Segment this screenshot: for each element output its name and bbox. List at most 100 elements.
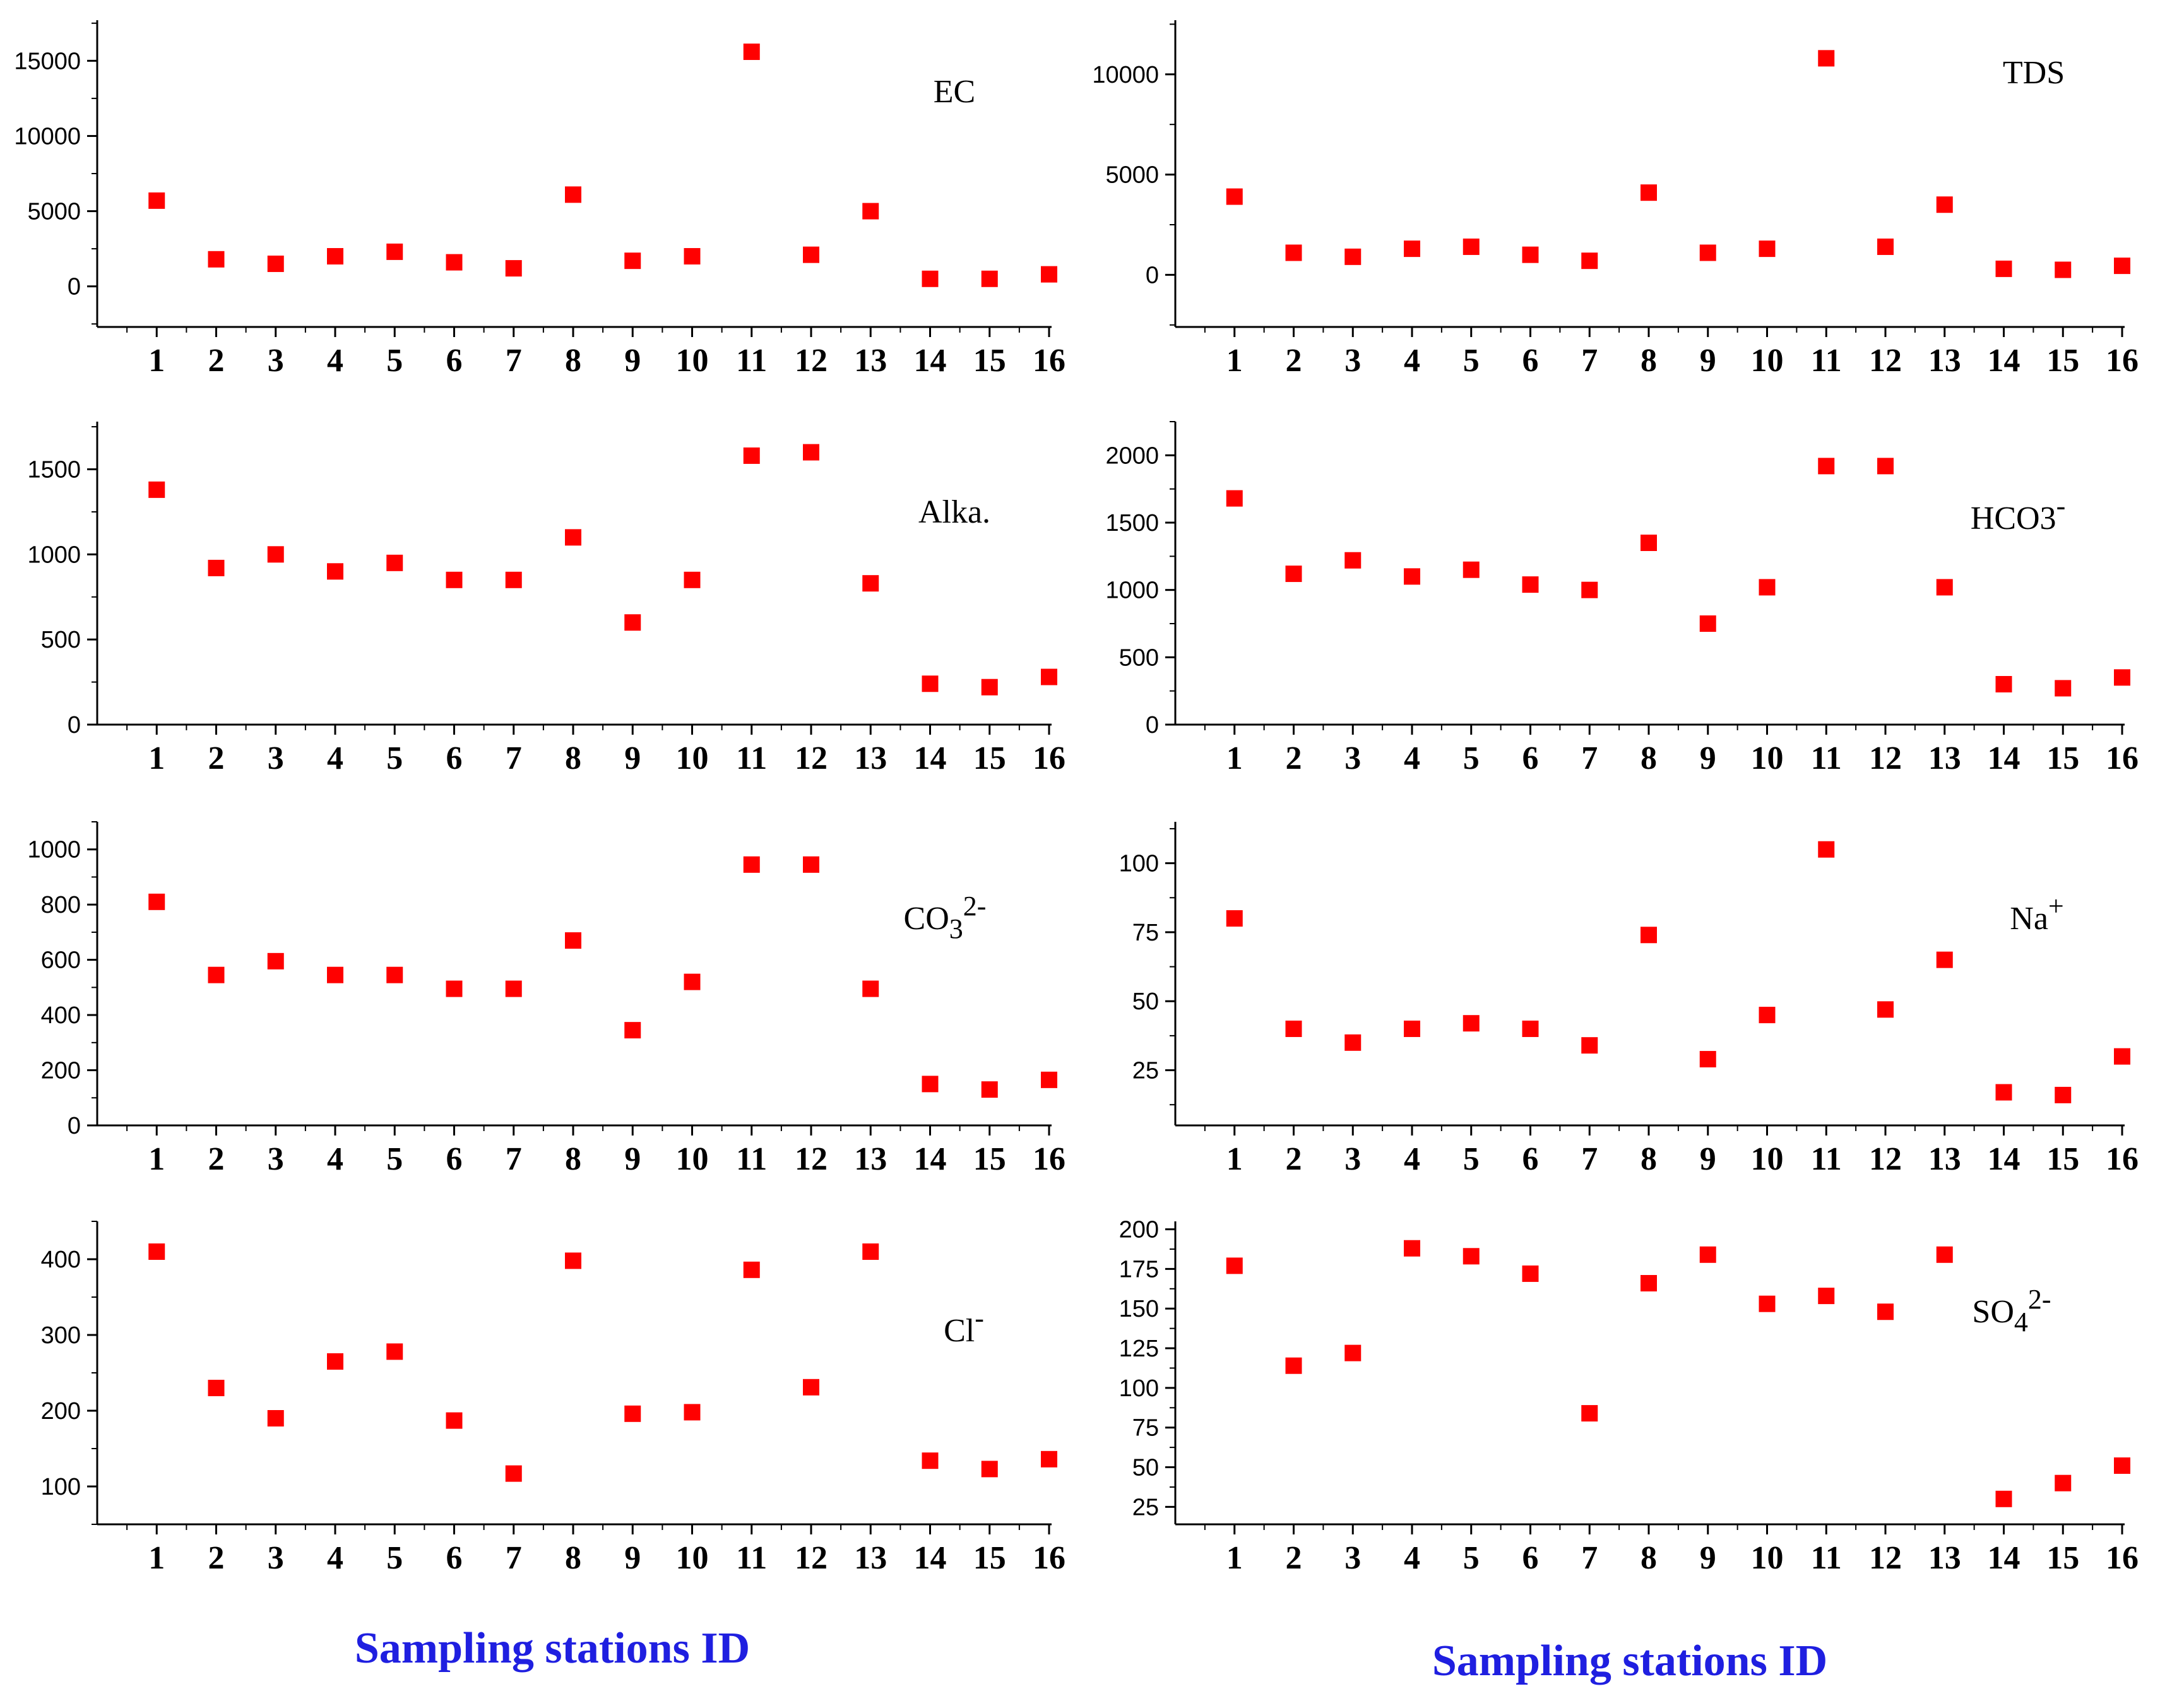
x-tick-label: 1 — [148, 1540, 165, 1576]
x-tick-label: 6 — [1522, 1141, 1539, 1177]
x-tick-label: 12 — [1869, 740, 1902, 776]
x-tick-label: 16 — [2106, 1540, 2139, 1576]
data-point — [981, 1081, 998, 1098]
x-tick-label: 3 — [268, 740, 284, 776]
data-point — [208, 559, 225, 576]
panel-title: HCO3- — [1971, 490, 2065, 537]
panel-title: CO32- — [904, 891, 987, 944]
x-tick-label: 16 — [1033, 740, 1065, 776]
data-point — [1877, 458, 1894, 475]
x-tick-label: 14 — [1988, 1141, 2021, 1177]
x-tick-label: 11 — [736, 343, 767, 379]
x-axis-caption-right: Sampling stations ID — [1432, 1637, 1828, 1685]
data-point — [446, 1412, 463, 1429]
x-tick-label: 8 — [1641, 740, 1657, 776]
data-point — [624, 614, 641, 631]
data-point — [1936, 951, 1953, 968]
x-tick-label: 3 — [1344, 1141, 1361, 1177]
y-tick-label: 500 — [1119, 644, 1159, 671]
y-tick-label: 1500 — [1105, 510, 1159, 537]
x-tick-label: 6 — [446, 740, 463, 776]
x-tick-label: 8 — [565, 1540, 581, 1576]
x-tick-label: 7 — [506, 1540, 522, 1576]
x-tick-label: 11 — [736, 740, 767, 776]
x-tick-label: 6 — [446, 343, 463, 379]
data-point — [1759, 1295, 1776, 1312]
data-point — [1522, 246, 1539, 263]
x-tick-label: 4 — [1404, 740, 1420, 776]
data-point — [2114, 258, 2130, 275]
data-point — [1877, 238, 1894, 255]
data-point — [1818, 841, 1835, 858]
x-tick-label: 9 — [1700, 343, 1716, 379]
data-point — [624, 1022, 641, 1039]
data-point — [1936, 1246, 1953, 1263]
data-point — [208, 251, 225, 268]
data-point — [1759, 579, 1776, 596]
panel-title: TDS — [2003, 55, 2065, 91]
y-tick-label: 50 — [1132, 988, 1159, 1015]
data-point — [1818, 458, 1835, 475]
data-point — [2114, 1457, 2130, 1474]
data-point — [2055, 261, 2072, 278]
x-tick-label: 7 — [1581, 1540, 1598, 1576]
data-point — [1344, 1034, 1362, 1051]
x-tick-label: 14 — [1988, 343, 2021, 379]
data-point — [1641, 184, 1657, 201]
x-tick-label: 16 — [2106, 343, 2139, 379]
data-point — [148, 1243, 165, 1260]
data-point — [505, 571, 522, 588]
y-tick-label: 10000 — [14, 123, 81, 150]
x-tick-label: 1 — [1226, 1540, 1243, 1576]
x-tick-label: 10 — [1751, 343, 1784, 379]
data-point — [1699, 244, 1716, 261]
y-tick-label: 50 — [1132, 1455, 1159, 1481]
data-point — [1759, 1007, 1776, 1024]
x-tick-label: 10 — [676, 1540, 709, 1576]
data-point — [1344, 248, 1362, 265]
y-tick-label: 2000 — [1105, 442, 1159, 469]
x-tick-label: 3 — [1344, 1540, 1361, 1576]
x-tick-label: 11 — [736, 1141, 767, 1177]
x-tick-label: 5 — [386, 1540, 403, 1576]
x-tick-label: 6 — [1522, 343, 1539, 379]
x-tick-label: 7 — [1581, 1141, 1598, 1177]
y-tick-label: 100 — [1119, 1375, 1159, 1402]
x-tick-label: 3 — [1344, 343, 1361, 379]
x-tick-label: 6 — [1522, 1540, 1539, 1576]
data-point — [684, 248, 701, 265]
x-tick-label: 11 — [1811, 1141, 1842, 1177]
data-point — [1285, 1020, 1302, 1037]
x-tick-label: 9 — [624, 343, 641, 379]
y-tick-label: 0 — [1146, 262, 1159, 288]
x-tick-label: 15 — [973, 1141, 1006, 1177]
data-point — [1226, 910, 1243, 927]
data-point — [922, 675, 939, 692]
x-tick-label: 9 — [1700, 1141, 1716, 1177]
x-tick-label: 3 — [268, 343, 284, 379]
x-tick-label: 12 — [795, 1141, 828, 1177]
x-tick-label: 1 — [1226, 1141, 1243, 1177]
data-point — [1404, 1240, 1420, 1257]
x-tick-label: 14 — [914, 740, 947, 776]
data-point — [1581, 252, 1598, 270]
y-tick-label: 1000 — [27, 837, 81, 863]
x-tick-label: 13 — [854, 740, 887, 776]
data-point — [1641, 535, 1657, 551]
data-point — [1995, 1084, 2012, 1101]
x-tick-label: 5 — [386, 740, 403, 776]
y-tick-label: 200 — [41, 1398, 81, 1425]
x-tick-label: 9 — [1700, 1540, 1716, 1576]
data-point — [267, 546, 284, 563]
data-point — [505, 260, 522, 277]
x-tick-label: 11 — [1811, 740, 1842, 776]
y-tick-label: 1000 — [1105, 578, 1159, 604]
data-point — [1226, 1257, 1243, 1274]
data-point — [1699, 1051, 1716, 1068]
data-point — [1344, 552, 1362, 569]
